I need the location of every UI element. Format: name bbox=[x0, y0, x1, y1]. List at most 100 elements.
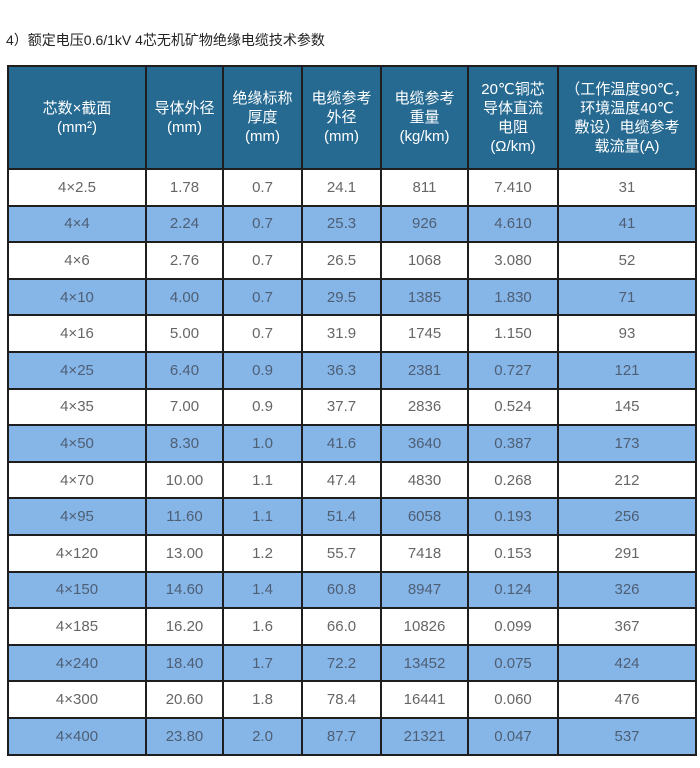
table-cell: 4×6 bbox=[7, 241, 147, 280]
table-cell: 476 bbox=[557, 680, 697, 719]
table-cell: 256 bbox=[557, 497, 697, 536]
table-cell: 0.099 bbox=[467, 607, 559, 646]
table-cell: 0.7 bbox=[222, 241, 303, 280]
column-header: 电缆参考 重量 (kg/km) bbox=[380, 65, 469, 170]
table-cell: 2.24 bbox=[145, 204, 224, 244]
table-cell: 173 bbox=[557, 424, 697, 463]
table-cell: 4.00 bbox=[145, 277, 224, 317]
table-row: 4×2.5 1.78 0.7 24.1 811 7.410 31 bbox=[7, 168, 697, 207]
table-row: 4×240 18.40 1.7 72.2 13452 0.075 424 bbox=[7, 643, 697, 683]
table-cell: 7.00 bbox=[145, 387, 224, 427]
table-cell: 23.80 bbox=[145, 716, 224, 756]
table-cell: 4×10 bbox=[7, 277, 147, 317]
table-cell: 326 bbox=[557, 570, 697, 610]
table-cell: 10.00 bbox=[145, 460, 224, 500]
table-cell: 0.9 bbox=[222, 387, 303, 427]
table-row: 4×25 6.40 0.9 36.3 2381 0.727 121 bbox=[7, 350, 697, 390]
table-cell: 4830 bbox=[380, 460, 469, 500]
table-cell: 0.524 bbox=[467, 387, 559, 427]
table-cell: 7418 bbox=[380, 533, 469, 573]
table-row: 4×4 2.24 0.7 25.3 926 4.610 41 bbox=[7, 204, 697, 244]
table-cell: 121 bbox=[557, 350, 697, 390]
table-cell: 0.7 bbox=[222, 277, 303, 317]
table-row: 4×150 14.60 1.4 60.8 8947 0.124 326 bbox=[7, 570, 697, 610]
table-row: 4×6 2.76 0.7 26.5 1068 3.080 52 bbox=[7, 241, 697, 280]
table-cell: 1.1 bbox=[222, 497, 303, 536]
table-cell: 5.00 bbox=[145, 314, 224, 353]
table-cell: 51.4 bbox=[301, 497, 382, 536]
table-cell: 367 bbox=[557, 607, 697, 646]
table-cell: 1.8 bbox=[222, 680, 303, 719]
table-cell: 1.7 bbox=[222, 643, 303, 683]
table-cell: 3.080 bbox=[467, 241, 559, 280]
table-cell: 24.1 bbox=[301, 168, 382, 207]
table-cell: 47.4 bbox=[301, 460, 382, 500]
table-cell: 0.124 bbox=[467, 570, 559, 610]
table-cell: 11.60 bbox=[145, 497, 224, 536]
table-row: 4×400 23.80 2.0 87.7 21321 0.047 537 bbox=[7, 716, 697, 756]
table-cell: 0.075 bbox=[467, 643, 559, 683]
table-cell: 71 bbox=[557, 277, 697, 317]
table-row: 4×35 7.00 0.9 37.7 2836 0.524 145 bbox=[7, 387, 697, 427]
table-cell: 7.410 bbox=[467, 168, 559, 207]
table-cell: 10826 bbox=[380, 607, 469, 646]
table-cell: 1.2 bbox=[222, 533, 303, 573]
table-cell: 29.5 bbox=[301, 277, 382, 317]
table-cell: 1068 bbox=[380, 241, 469, 280]
table-cell: 4×400 bbox=[7, 716, 147, 756]
table-cell: 26.5 bbox=[301, 241, 382, 280]
table-cell: 0.268 bbox=[467, 460, 559, 500]
table-cell: 2381 bbox=[380, 350, 469, 390]
table-row: 4×50 8.30 1.0 41.6 3640 0.387 173 bbox=[7, 424, 697, 463]
table-cell: 4×4 bbox=[7, 204, 147, 244]
table-cell: 4×70 bbox=[7, 460, 147, 500]
table-cell: 4×185 bbox=[7, 607, 147, 646]
table-cell: 537 bbox=[557, 716, 697, 756]
table-cell: 1745 bbox=[380, 314, 469, 353]
table-cell: 4×16 bbox=[7, 314, 147, 353]
table-cell: 1.6 bbox=[222, 607, 303, 646]
table-cell: 36.3 bbox=[301, 350, 382, 390]
table-cell: 4×95 bbox=[7, 497, 147, 536]
table-cell: 6058 bbox=[380, 497, 469, 536]
table-cell: 1.78 bbox=[145, 168, 224, 207]
table-cell: 16441 bbox=[380, 680, 469, 719]
table-cell: 21321 bbox=[380, 716, 469, 756]
table-cell: 4×300 bbox=[7, 680, 147, 719]
table-cell: 4×2.5 bbox=[7, 168, 147, 207]
table-cell: 66.0 bbox=[301, 607, 382, 646]
table-cell: 811 bbox=[380, 168, 469, 207]
table-cell: 20.60 bbox=[145, 680, 224, 719]
table-cell: 18.40 bbox=[145, 643, 224, 683]
table-cell: 291 bbox=[557, 533, 697, 573]
table-cell: 2.0 bbox=[222, 716, 303, 756]
table-row: 4×300 20.60 1.8 78.4 16441 0.060 476 bbox=[7, 680, 697, 719]
table-cell: 60.8 bbox=[301, 570, 382, 610]
table-cell: 4×240 bbox=[7, 643, 147, 683]
column-header: 20℃铜芯 导体直流 电阻 (Ω/km) bbox=[467, 65, 559, 170]
table-cell: 8947 bbox=[380, 570, 469, 610]
table-cell: 1.150 bbox=[467, 314, 559, 353]
table-cell: 4×25 bbox=[7, 350, 147, 390]
table-cell: 93 bbox=[557, 314, 697, 353]
table-cell: 41 bbox=[557, 204, 697, 244]
cable-spec-table: 芯数×截面 (mm²) 导体外径 (mm) 绝缘标称 厚度 (mm) 电缆参考 外径 … bbox=[7, 65, 697, 756]
table-row: 4×16 5.00 0.7 31.9 1745 1.150 93 bbox=[7, 314, 697, 353]
table-cell: 4×35 bbox=[7, 387, 147, 427]
column-header: 电缆参考 外径 (mm) bbox=[301, 65, 382, 170]
table-cell: 212 bbox=[557, 460, 697, 500]
table-cell: 2836 bbox=[380, 387, 469, 427]
column-header: （工作温度90℃， 环境温度40℃ 敷设）电缆参考 载流量(A) bbox=[557, 65, 697, 170]
table-row: 4×120 13.00 1.2 55.7 7418 0.153 291 bbox=[7, 533, 697, 573]
table-cell: 0.153 bbox=[467, 533, 559, 573]
table-cell: 55.7 bbox=[301, 533, 382, 573]
column-header: 芯数×截面 (mm²) bbox=[7, 65, 147, 170]
table-cell: 4.610 bbox=[467, 204, 559, 244]
table-cell: 1.1 bbox=[222, 460, 303, 500]
table-cell: 3640 bbox=[380, 424, 469, 463]
table-row: 4×95 11.60 1.1 51.4 6058 0.193 256 bbox=[7, 497, 697, 536]
table-cell: 2.76 bbox=[145, 241, 224, 280]
table-cell: 0.7 bbox=[222, 314, 303, 353]
table-cell: 37.7 bbox=[301, 387, 382, 427]
table-cell: 6.40 bbox=[145, 350, 224, 390]
